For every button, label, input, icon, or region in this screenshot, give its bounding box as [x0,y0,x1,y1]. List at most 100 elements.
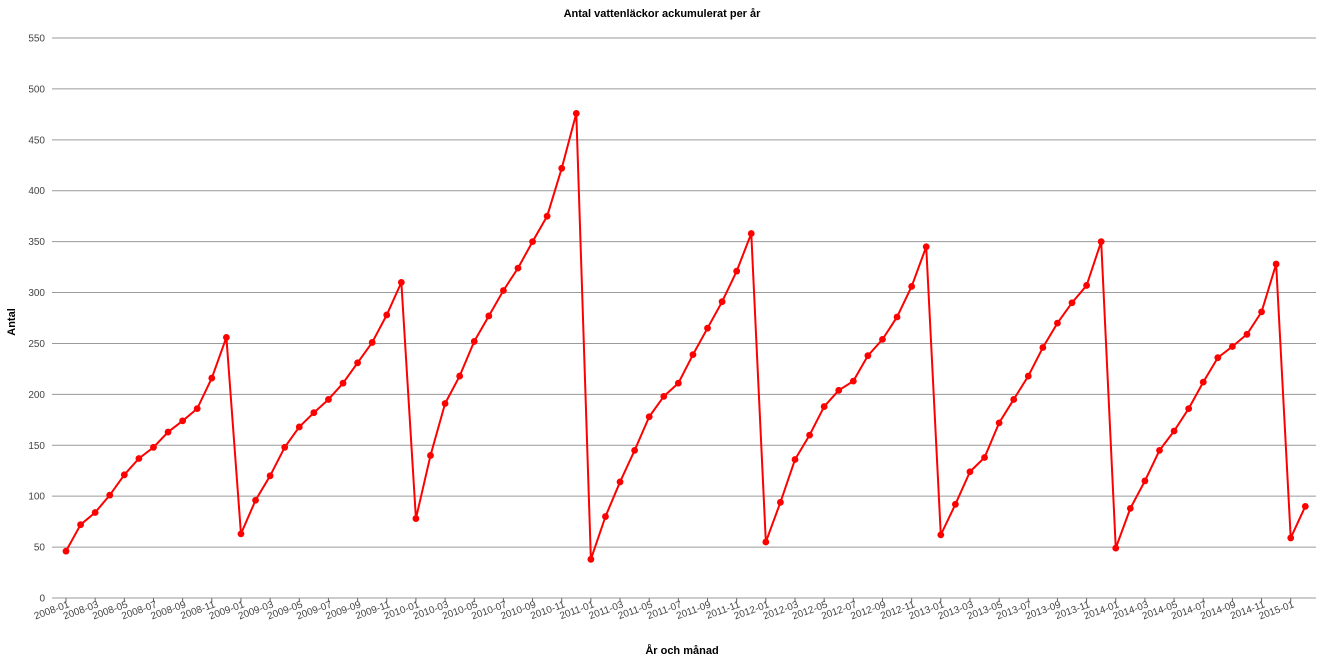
x-axis-ticks: 2008-012008-032008-052008-072008-092008-… [33,598,1296,622]
data-point [135,455,143,462]
y-tick-label: 300 [28,288,45,299]
data-point [266,472,274,480]
data-point [295,423,303,431]
data-point [252,496,259,504]
data-point [704,324,711,332]
data-point [1272,260,1280,268]
data-point [1097,238,1105,246]
data-point [1199,378,1207,386]
data-point [514,264,522,272]
data-point [572,109,580,117]
y-tick-label: 500 [28,84,45,95]
data-point [893,313,901,321]
data-point [1112,544,1120,552]
data-point [427,452,434,459]
data-point [835,386,843,394]
data-point [354,359,361,367]
gridlines [52,37,1316,599]
y-tick-label: 200 [28,390,45,401]
data-point [325,396,332,403]
data-point [1243,330,1251,338]
data-point [529,238,536,246]
data-point [1170,427,1178,435]
data-point [631,446,639,454]
data-point [1054,319,1061,327]
data-point [966,468,974,476]
data-point [908,283,916,290]
y-axis-label: Antal [6,308,18,336]
data-point [1258,308,1265,316]
data-point [616,478,624,486]
data-point [762,538,770,546]
data-point [981,454,988,461]
data-point [412,515,420,522]
data-point [879,335,886,343]
data-point [864,352,872,360]
data-point [339,379,347,387]
y-tick-label: 450 [28,135,45,146]
data-point [1214,354,1222,362]
y-tick-label: 50 [34,543,46,554]
data-point [500,287,507,294]
data-point [1083,282,1090,289]
data-point [237,530,245,538]
y-tick-label: 550 [28,34,45,45]
data-point [368,339,376,346]
data-point [777,498,784,506]
data-point [587,555,595,563]
data-point [1024,372,1032,380]
data-point [733,267,741,275]
data-point [222,333,230,341]
data-point [820,403,828,410]
data-point [1156,446,1163,454]
x-axis-label: År och månad [645,644,718,657]
data-point [106,491,114,499]
data-point [602,513,609,520]
data-point [922,243,930,251]
data-point [485,312,493,320]
y-tick-label: 350 [28,237,45,248]
data-point [558,164,566,172]
y-tick-label: 150 [28,441,45,452]
data-point [718,298,726,306]
data-point [543,212,551,220]
data-point [91,509,99,516]
data-point [645,413,653,421]
data-point [208,374,216,382]
data-point [470,338,478,345]
data-point [383,311,391,319]
data-point [281,443,289,451]
data-point [62,547,70,555]
data-point [995,419,1003,427]
data-point [806,431,813,439]
data-point [179,417,187,425]
data-point [1287,534,1295,542]
y-tick-label: 0 [39,594,45,605]
data-point [77,521,84,529]
data-point [1141,477,1149,485]
y-tick-label: 400 [28,186,45,197]
data-point [1301,502,1309,510]
data-point [791,456,799,463]
data-point [193,405,201,413]
data-point [120,471,128,479]
data-point [1068,299,1076,307]
data-point [1126,505,1134,512]
data-point [674,379,682,387]
series-layer [62,109,1309,563]
data-point [937,531,945,539]
data-point [849,377,857,385]
chart-title: Antal vattenläckor ackumulerat per år [564,8,762,20]
data-point [441,400,449,407]
data-point [164,428,172,436]
data-point [951,500,959,508]
data-point [1010,396,1018,403]
data-point [1229,343,1236,350]
data-point [397,278,405,286]
data-point [689,351,697,359]
data-point [150,443,157,451]
y-tick-label: 250 [28,339,45,350]
series-line [65,112,1307,561]
